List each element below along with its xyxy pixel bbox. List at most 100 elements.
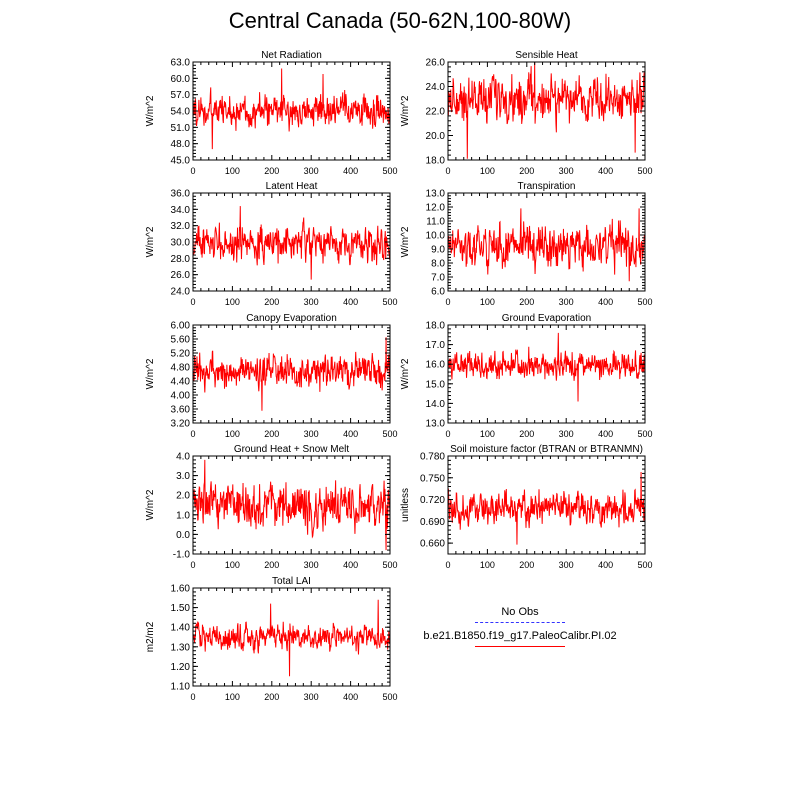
x-tick-label: 0 (190, 692, 195, 702)
x-tick-label: 500 (637, 297, 652, 307)
x-tick-label: 200 (264, 692, 279, 702)
y-tick-label: 0.780 (420, 452, 445, 463)
panel-7: 0 100 200 300 400 500 -1.0 0.0 1.0 2.0 3.0 4.0 Groun… (145, 444, 398, 570)
y-tick-label: 11.0 (426, 217, 445, 228)
panel-title: Net Radiation (261, 50, 322, 61)
y-tick-label: 1.0 (176, 510, 190, 521)
x-tick-label: 100 (225, 429, 240, 439)
y-tick-label: 34.0 (171, 205, 191, 216)
y-tick-label: 4.80 (171, 363, 191, 374)
x-tick-label: 300 (559, 560, 574, 570)
panel-9: 0 100 200 300 400 500 1.10 1.20 1.30 1.40 1.50 1.60… (145, 576, 398, 702)
x-tick-label: 400 (598, 429, 613, 439)
y-axis-label: W/m^2 (145, 489, 156, 520)
legend-label-obs: No Obs (501, 606, 539, 618)
x-tick-label: 500 (382, 692, 397, 702)
x-tick-label: 0 (445, 560, 450, 570)
y-tick-label: 5.20 (171, 349, 191, 360)
panel-6: 0 100 200 300 400 500 13.0 14.0 15.0 16.0 17.0 18.0… (400, 313, 653, 439)
y-tick-label: 22.0 (426, 107, 446, 118)
x-tick-label: 100 (480, 429, 495, 439)
x-tick-label: 200 (264, 429, 279, 439)
figure-title: Central Canada (50-62N,100-80W) (228, 8, 572, 33)
y-tick-label: 12.0 (426, 203, 446, 214)
y-axis-label: W/m^2 (145, 95, 156, 126)
plot-frame (447, 455, 646, 555)
data-series-line (447, 332, 646, 402)
x-tick-label: 300 (559, 297, 574, 307)
panel-title: Ground Heat + Snow Melt (234, 444, 350, 455)
panel-title: Soil moisture factor (BTRAN or BTRANMN) (450, 444, 643, 455)
y-tick-label: 1.30 (171, 642, 191, 653)
y-tick-label: 24.0 (426, 82, 446, 93)
x-tick-label: 200 (519, 297, 534, 307)
x-tick-label: 100 (480, 166, 495, 176)
data-series-line (192, 68, 391, 150)
panel-3: 0 100 200 300 400 500 24.0 26.0 28.0 30.0 32.0 34.0… (145, 181, 398, 307)
x-tick-label: 200 (264, 297, 279, 307)
y-tick-label: 4.0 (176, 452, 190, 463)
y-axis-label: W/m^2 (400, 358, 411, 389)
y-axis-label: W/m^2 (400, 226, 411, 257)
y-tick-label: 3.0 (176, 471, 190, 482)
y-tick-label: 60.0 (171, 74, 191, 85)
x-tick-label: 0 (190, 560, 195, 570)
x-tick-label: 500 (637, 560, 652, 570)
x-tick-label: 0 (445, 297, 450, 307)
y-tick-label: 0.660 (420, 539, 445, 550)
y-axis-label: W/m^2 (400, 95, 411, 126)
y-tick-label: 1.60 (171, 584, 191, 595)
data-series-line (447, 61, 646, 159)
x-tick-label: 500 (382, 297, 397, 307)
data-series-line (192, 459, 391, 551)
y-tick-label: 2.0 (176, 491, 190, 502)
x-tick-label: 100 (225, 692, 240, 702)
y-tick-label: -1.0 (173, 550, 191, 561)
x-tick-label: 200 (519, 429, 534, 439)
y-tick-label: 13.0 (426, 189, 446, 200)
y-tick-label: 15.0 (426, 379, 446, 390)
y-axis-label: W/m^2 (145, 226, 156, 257)
x-tick-label: 0 (445, 429, 450, 439)
y-tick-label: 24.0 (171, 287, 191, 298)
y-tick-label: 1.40 (171, 623, 191, 634)
y-tick-label: 26.0 (426, 58, 446, 69)
y-tick-label: 17.0 (426, 340, 446, 351)
y-tick-label: 1.20 (171, 662, 191, 673)
y-tick-label: 30.0 (171, 238, 191, 249)
x-tick-label: 100 (480, 297, 495, 307)
y-tick-label: 9.0 (431, 245, 445, 256)
legend: No Obs b.e21.B1850.f19_g17.PaleoCalibr.P… (410, 605, 630, 653)
y-axis-label: W/m^2 (145, 358, 156, 389)
x-tick-label: 300 (304, 692, 319, 702)
x-tick-label: 300 (304, 297, 319, 307)
x-tick-label: 300 (559, 429, 574, 439)
x-tick-label: 500 (382, 429, 397, 439)
x-tick-label: 200 (519, 166, 534, 176)
data-series-line (192, 337, 391, 411)
x-tick-label: 0 (190, 166, 195, 176)
panel-title: Canopy Evaporation (246, 313, 337, 324)
y-tick-label: 20.0 (426, 131, 446, 142)
panel-title: Transpiration (518, 181, 576, 192)
x-tick-label: 500 (382, 166, 397, 176)
panel-5: 0 100 200 300 400 500 3.20 3.60 4.00 4.40 4.80 5.20… (145, 313, 398, 439)
x-tick-label: 300 (559, 166, 574, 176)
legend-swatch-obs (475, 622, 565, 623)
y-tick-label: 4.40 (171, 377, 191, 388)
data-series-line (447, 208, 646, 282)
y-tick-label: 18.0 (426, 321, 446, 332)
y-tick-label: 8.0 (431, 259, 445, 270)
x-tick-label: 100 (225, 166, 240, 176)
y-tick-label: 54.0 (171, 107, 191, 118)
x-tick-label: 200 (519, 560, 534, 570)
y-tick-label: 6.0 (431, 287, 445, 298)
x-tick-label: 500 (637, 166, 652, 176)
x-tick-label: 100 (225, 560, 240, 570)
panel-title: Ground Evaporation (502, 313, 592, 324)
y-axis-label: m2/m2 (145, 621, 156, 652)
y-tick-label: 3.60 (171, 405, 191, 416)
x-tick-label: 400 (598, 297, 613, 307)
x-tick-label: 400 (598, 560, 613, 570)
